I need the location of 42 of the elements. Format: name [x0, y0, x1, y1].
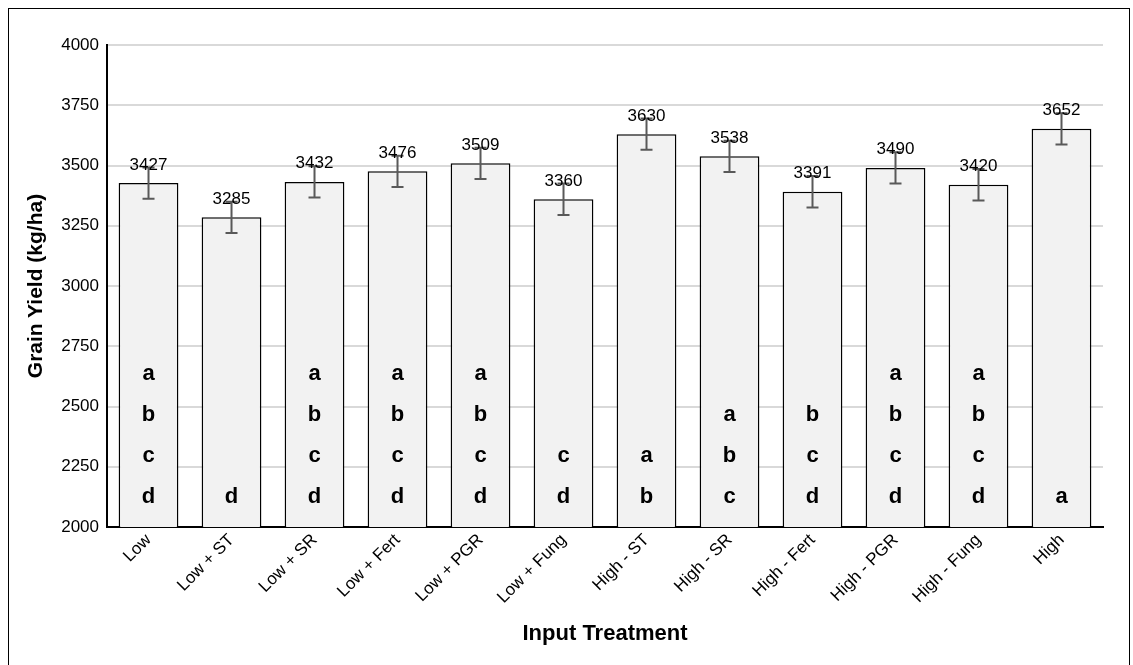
x-tick-label: Low + Fert	[333, 529, 404, 601]
x-tick-label: High - Fert	[748, 529, 819, 601]
y-tick-label: 3250	[61, 215, 100, 235]
y-axis-title: Grain Yield (kg/ha)	[23, 193, 47, 379]
annotation: d	[224, 483, 239, 509]
data-label: 3476	[378, 142, 417, 162]
y-tick-label: 3750	[61, 94, 100, 114]
data-label: 3427	[129, 154, 168, 174]
y-tick-label: 4000	[61, 34, 100, 54]
y-tick-label: 2500	[61, 396, 100, 416]
annotation: a b c	[722, 401, 737, 509]
data-label: 3432	[295, 153, 334, 173]
data-label: 3490	[876, 139, 915, 159]
annotation: a b c d	[390, 360, 405, 509]
annotation: a b c d	[307, 360, 322, 509]
y-tick-label: 3000	[61, 275, 100, 295]
data-label: 3630	[627, 105, 666, 125]
annotation: b c d	[805, 401, 820, 509]
y-tick-label: 3500	[61, 155, 100, 175]
x-tick-label: High - ST	[588, 529, 653, 595]
x-axis-title: Input Treatment	[522, 619, 689, 645]
y-tick-label: 2750	[61, 335, 100, 355]
x-tick-label: Low + ST	[173, 529, 238, 595]
data-label: 3360	[544, 170, 583, 190]
y-tick-label: 2000	[61, 516, 100, 536]
annotation: a b c d	[141, 360, 156, 509]
y-tick-label: 2250	[61, 456, 100, 476]
data-label: 3285	[212, 188, 251, 208]
data-label: 3652	[1042, 100, 1081, 120]
data-label: 3509	[461, 134, 500, 154]
data-label: 3391	[793, 163, 832, 183]
annotation: a b c d	[971, 360, 986, 509]
x-tick-label: High	[1029, 529, 1068, 569]
annotation: c d	[556, 442, 571, 509]
data-label: 3538	[710, 127, 749, 147]
annotation: a b c d	[888, 360, 903, 509]
x-tick-label: Low + SR	[254, 529, 321, 596]
annotation: a b	[639, 442, 654, 509]
x-tick-label: Low	[119, 529, 156, 566]
annotation: a	[1055, 483, 1069, 509]
data-label: 3420	[959, 156, 998, 176]
annotation: a b c d	[473, 360, 488, 509]
